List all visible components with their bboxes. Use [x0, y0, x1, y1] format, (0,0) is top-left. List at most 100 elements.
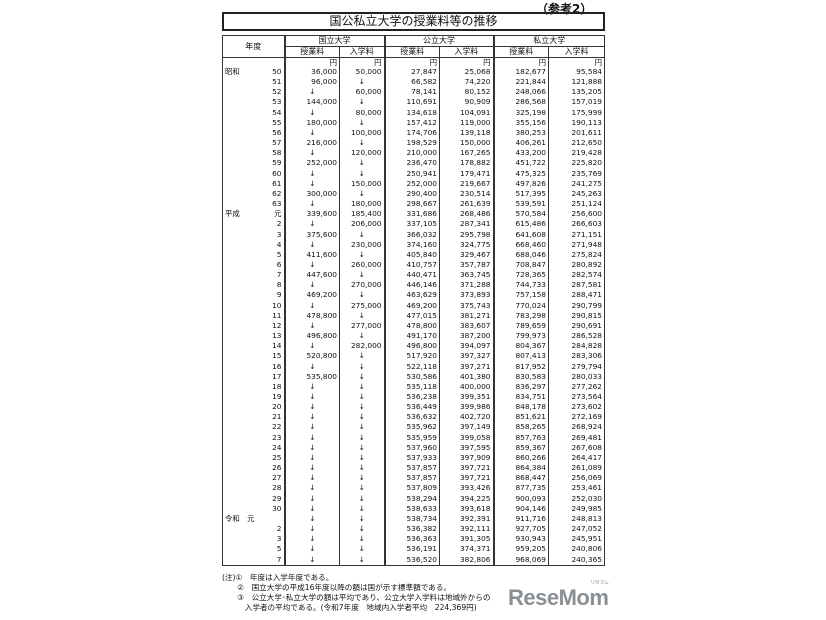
table-row: 21 ↓ ↓ 536,632 402,720 851,621 272,169: [222, 412, 605, 423]
table-row: 2 ↓ 206,000 337,105 287,341 615,486 266,603: [222, 219, 605, 230]
cell-era: [222, 249, 265, 260]
cell-year: 17: [264, 371, 286, 382]
table-row: 平成元 339,600 185,400 331,686 268,486 570,584 25…: [222, 209, 605, 220]
cell-national-tuition: 447,600: [284, 270, 340, 281]
cell-era: [222, 402, 265, 413]
table-row: 12 ↓ 277,000 478,800 383,607 789,659 290,691: [222, 320, 605, 332]
cell-national-admission: 206,000: [339, 219, 385, 230]
cell-national-admission: 260,000: [339, 259, 385, 271]
cell-private-admission: 201,611: [548, 127, 605, 139]
cell-era: [222, 168, 265, 179]
cell-era: [222, 219, 265, 230]
cell-private-admission: 279,794: [548, 361, 605, 372]
cell-private-tuition: 830,583: [492, 371, 549, 382]
cell-public-tuition: 536,449: [383, 402, 440, 413]
cell-private-admission: 95,584: [548, 67, 605, 78]
table-row: 63 ↓ 180,000 298,667 261,639 539,591 251,124: [222, 199, 605, 210]
cell-private-admission: 261,089: [548, 463, 605, 474]
cell-public-tuition: 535,959: [383, 432, 440, 443]
cell-national-admission: ↓: [339, 473, 385, 484]
cell-private-admission: 252,030: [548, 493, 605, 504]
cell-national-tuition: 411,600: [284, 249, 340, 260]
cell-national-tuition: ↓: [284, 534, 340, 545]
cell-private-admission: 240,365: [548, 554, 605, 566]
cell-public-admission: 399,058: [439, 432, 494, 443]
cell-private-admission: 245,951: [548, 534, 605, 545]
cell-era: [222, 229, 265, 240]
cell-era: [222, 97, 265, 108]
cell-national-admission: 50,000: [339, 67, 385, 78]
cell-era: [222, 493, 265, 504]
table-row: 55 180,000 ↓ 157,412 119,000 355,156 190,113: [222, 117, 605, 128]
unit: 円: [548, 57, 605, 67]
cell-private-admission: 271,151: [548, 229, 605, 240]
table-row: 58 ↓ 120,000 210,000 167,265 433,200 219,428: [222, 148, 605, 159]
cell-private-admission: 256,069: [548, 473, 605, 484]
cell-national-tuition: ↓: [284, 422, 340, 433]
table-row: 27 ↓ ↓ 537,857 397,721 868,447 256,069: [222, 473, 605, 484]
cell-private-tuition: 668,460: [492, 239, 549, 250]
cell-year: 4: [264, 239, 286, 250]
cell-era: [222, 178, 265, 189]
cell-national-admission: ↓: [339, 392, 385, 403]
cell-private-tuition: 744,733: [492, 280, 549, 291]
cell-year: 14: [264, 341, 286, 352]
cell-year: 20: [264, 402, 286, 413]
cell-public-admission: 381,271: [439, 310, 494, 321]
cell-era: [222, 351, 265, 362]
cell-public-admission: 139,118: [439, 127, 494, 139]
unit: 円: [383, 57, 440, 67]
cell-private-tuition: 433,200: [492, 148, 549, 159]
cell-national-tuition: ↓: [284, 392, 340, 403]
cell-year: 56: [264, 127, 286, 139]
cell-national-admission: ↓: [339, 432, 385, 443]
table-row: 60 ↓ ↓ 250,941 179,471 475,325 235,769: [222, 168, 605, 179]
cell-national-tuition: ↓: [284, 87, 340, 98]
cell-era: [222, 422, 265, 433]
cell-public-tuition: 536,363: [383, 534, 440, 545]
cell-private-tuition: 858,265: [492, 422, 549, 433]
cell-national-tuition: ↓: [284, 199, 340, 210]
cell-year: 9: [264, 290, 286, 301]
table-row: 51 96,000 ↓ 66,582 74,220 221,844 121,888: [222, 77, 605, 88]
cell-public-tuition: 536,238: [383, 392, 440, 403]
cell-national-admission: ↓: [339, 463, 385, 474]
cell-era: [222, 544, 265, 555]
cell-private-tuition: 475,325: [492, 168, 549, 179]
cell-private-tuition: 728,365: [492, 270, 549, 281]
cell-year: 2: [264, 219, 286, 230]
cell-public-admission: 25,068: [439, 67, 494, 78]
cell-national-tuition: 216,000: [284, 138, 340, 149]
cell-era: [222, 483, 265, 494]
cell-national-tuition: 300,000: [284, 188, 340, 200]
cell-national-tuition: ↓: [284, 239, 340, 250]
cell-national-admission: ↓: [339, 310, 385, 321]
cell-public-admission: 397,595: [439, 442, 494, 453]
cell-public-admission: 150,000: [439, 138, 494, 149]
unit: 円: [339, 57, 385, 67]
table-row: 16 ↓ ↓ 522,118 397,271 817,952 279,794: [222, 361, 605, 372]
unit: 円: [284, 57, 340, 67]
cell-national-admission: ↓: [339, 493, 385, 504]
cell-private-tuition: 406,261: [492, 138, 549, 149]
cell-public-admission: 393,426: [439, 483, 494, 494]
cell-year: [264, 513, 286, 525]
cell-national-tuition: ↓: [284, 178, 340, 189]
cell-public-admission: 119,000: [439, 117, 494, 128]
cell-private-tuition: 641,608: [492, 229, 549, 240]
cell-national-admission: ↓: [339, 513, 385, 525]
cell-era: [222, 77, 265, 88]
cell-national-tuition: 520,800: [284, 351, 340, 362]
cell-national-admission: ↓: [339, 290, 385, 301]
cell-private-tuition: 757,158: [492, 290, 549, 301]
cell-public-tuition: 537,960: [383, 442, 440, 453]
cell-public-admission: 397,721: [439, 463, 494, 474]
cell-private-tuition: 968,069: [492, 554, 549, 566]
cell-national-tuition: 535,800: [284, 371, 340, 382]
cell-national-admission: ↓: [339, 452, 385, 464]
cell-private-tuition: 851,621: [492, 412, 549, 423]
cell-public-tuition: 530,586: [383, 371, 440, 382]
table-row: 18 ↓ ↓ 535,118 400,000 836,297 277,262: [222, 381, 605, 392]
cell-public-tuition: 134,618: [383, 107, 440, 118]
cell-public-tuition: 210,000: [383, 148, 440, 159]
